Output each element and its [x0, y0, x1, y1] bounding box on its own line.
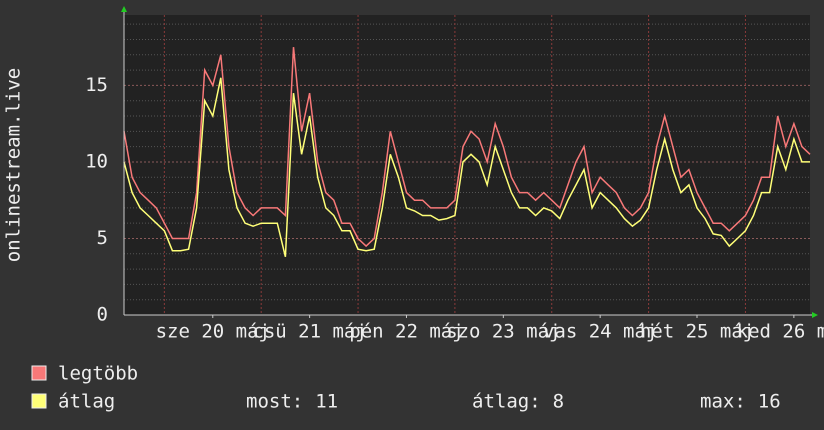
y-tick-label: 15 — [85, 74, 108, 96]
x-tick-label: sze 20 máj — [156, 321, 270, 343]
x-tick-label: vas 24 máj — [543, 321, 657, 343]
stat-value: 8 — [553, 391, 564, 413]
stat-label: max: — [700, 391, 746, 413]
stat-label: most: — [246, 391, 303, 413]
x-tick-label: hét 25 máj — [640, 321, 754, 343]
x-tick-label: ked 26 máj — [737, 321, 824, 343]
legend-label: átlag — [58, 391, 115, 413]
data-line — [123, 47, 811, 248]
stat-value: 16 — [758, 391, 781, 413]
stat-value: 11 — [315, 391, 338, 413]
y-axis-label: onlinestream.live — [3, 68, 25, 262]
y-tick-label: 10 — [85, 150, 108, 172]
axis-arrow — [812, 312, 818, 318]
legend-label: legtöbb — [58, 363, 138, 385]
legend-swatch — [31, 393, 47, 409]
plot-area — [124, 15, 810, 315]
x-tick-label: csü 21 máj — [252, 321, 366, 343]
axis-arrow — [121, 6, 127, 12]
legend-swatch — [31, 365, 47, 381]
grid — [124, 15, 810, 316]
y-tick-label: 0 — [97, 304, 108, 326]
data-line — [123, 77, 810, 257]
x-tick-label: szo 23 máj — [446, 321, 560, 343]
lines — [123, 47, 811, 257]
y-tick-label: 5 — [97, 227, 108, 249]
x-tick-label: pén 22 máj — [349, 321, 463, 343]
legend: legtöbb átlag most: 11 átlag: 8 max: 16 — [31, 363, 781, 413]
stat-label: átlag: — [472, 391, 541, 413]
